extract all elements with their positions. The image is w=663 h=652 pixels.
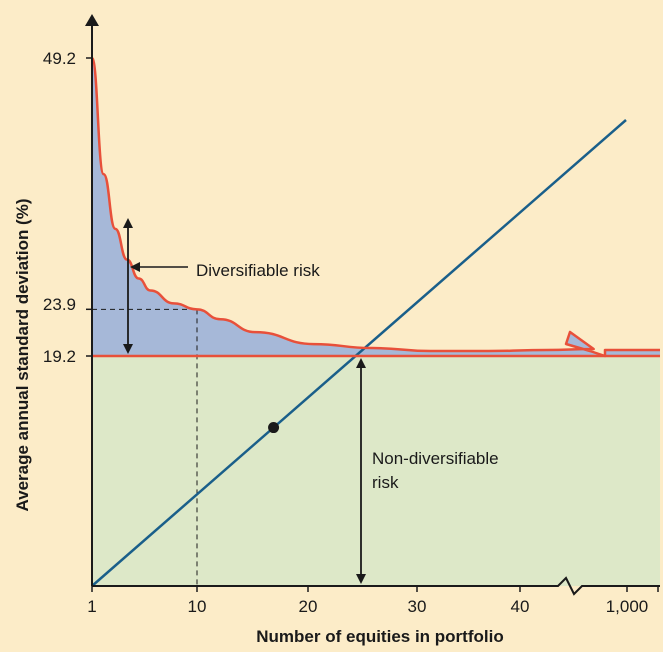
non-diversifiable-label-line2: risk <box>372 473 399 492</box>
risk-curve <box>90 56 660 358</box>
x-tick-label: 1,000 <box>606 597 649 616</box>
x-tick-label: 20 <box>299 597 318 616</box>
y-tick-label: 19.2 <box>43 347 76 366</box>
x-axis <box>92 576 660 596</box>
diagonal-point <box>268 422 280 434</box>
diversifiable-area <box>92 58 660 356</box>
y-axis-arrow <box>85 14 99 26</box>
non-diversifiable-arrowhead-bottom <box>356 574 366 584</box>
x-tick-label: 40 <box>511 597 530 616</box>
diagonal-line <box>91 119 627 587</box>
x-ticks <box>91 586 659 592</box>
diversifiable-risk-label: Diversifiable risk <box>196 261 320 280</box>
x-tick-label: 1 <box>87 597 96 616</box>
diversifiable-risk-arrowhead-top <box>123 218 133 228</box>
y-tick-label: 23.9 <box>43 295 76 314</box>
y-tick-label: 49.2 <box>43 49 76 68</box>
x-tick-label: 10 <box>188 597 207 616</box>
non-diversifiable-label-line1: Non-diversifiable <box>372 449 499 468</box>
y-axis-label: Average annual standard deviation (%) <box>13 199 32 512</box>
y-ticks <box>86 57 92 357</box>
x-axis-label: Number of equities in portfolio <box>256 627 503 646</box>
non-diversifiable-area <box>92 356 660 586</box>
diversifiable-risk-arrowhead-bottom <box>123 344 133 354</box>
non-diversifiable-arrowhead-top <box>356 358 366 368</box>
x-tick-label: 30 <box>408 597 427 616</box>
diversifiable-risk-pointer-head <box>130 262 140 272</box>
